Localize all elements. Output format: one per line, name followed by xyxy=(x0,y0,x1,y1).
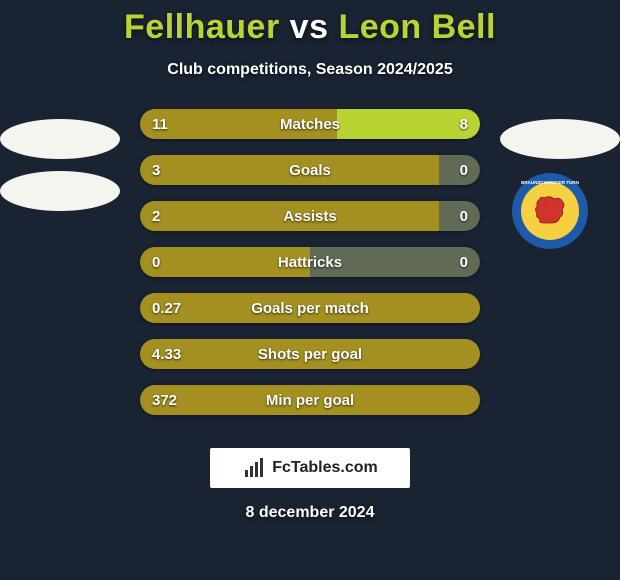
brand-text: FcTables.com xyxy=(272,459,378,477)
stat-row: Hattricks0 0 xyxy=(140,247,480,277)
stat-value-left: 0.27 xyxy=(152,293,181,323)
stat-row: Goals per match0.27 xyxy=(140,293,480,323)
title-player1: Fellhauer xyxy=(124,8,280,46)
stat-label: Goals xyxy=(140,155,480,185)
stat-row: Min per goal372 xyxy=(140,385,480,415)
stat-row: Assists2 0 xyxy=(140,201,480,231)
player1-club-placeholder xyxy=(0,171,120,211)
stat-value-right: 0 xyxy=(460,155,468,185)
title-player2: Leon Bell xyxy=(338,8,496,46)
stat-row: Matches11 8 xyxy=(140,109,480,139)
player2-photo-placeholder xyxy=(500,119,620,159)
brand-badge: FcTables.com xyxy=(210,448,410,488)
stat-label: Hattricks xyxy=(140,247,480,277)
page-title: Fellhauer vs Leon Bell xyxy=(0,0,620,47)
brand-chart-icon xyxy=(242,456,266,480)
title-vs: vs xyxy=(290,8,329,46)
stat-value-left: 0 xyxy=(152,247,160,277)
footer-date: 8 december 2024 xyxy=(0,504,620,522)
stats-list: Matches118Goals30Assists20Hattricks00Goa… xyxy=(140,109,480,431)
stat-label: Assists xyxy=(140,201,480,231)
club-logo-text-top: BRAUNSCHWEIGER TURN xyxy=(521,180,579,185)
stat-label: Goals per match xyxy=(140,293,480,323)
stat-row: Shots per goal4.33 xyxy=(140,339,480,369)
comparison-chart: BRAUNSCHWEIGER TURN Matches118Goals30Ass… xyxy=(0,109,620,429)
stat-value-right: 0 xyxy=(460,247,468,277)
stat-value-left: 2 xyxy=(152,201,160,231)
stat-value-left: 11 xyxy=(152,109,168,139)
stat-value-left: 3 xyxy=(152,155,160,185)
stat-row: Goals3 0 xyxy=(140,155,480,185)
player1-photo-placeholder xyxy=(0,119,120,159)
stat-label: Min per goal xyxy=(140,385,480,415)
stat-label: Matches xyxy=(140,109,480,139)
player2-club-logo: BRAUNSCHWEIGER TURN xyxy=(510,171,590,251)
stat-value-left: 372 xyxy=(152,385,177,415)
subtitle: Club competitions, Season 2024/2025 xyxy=(0,61,620,79)
stat-value-right: 0 xyxy=(460,201,468,231)
stat-label: Shots per goal xyxy=(140,339,480,369)
stat-value-right: 8 xyxy=(460,109,468,139)
stat-value-left: 4.33 xyxy=(152,339,181,369)
